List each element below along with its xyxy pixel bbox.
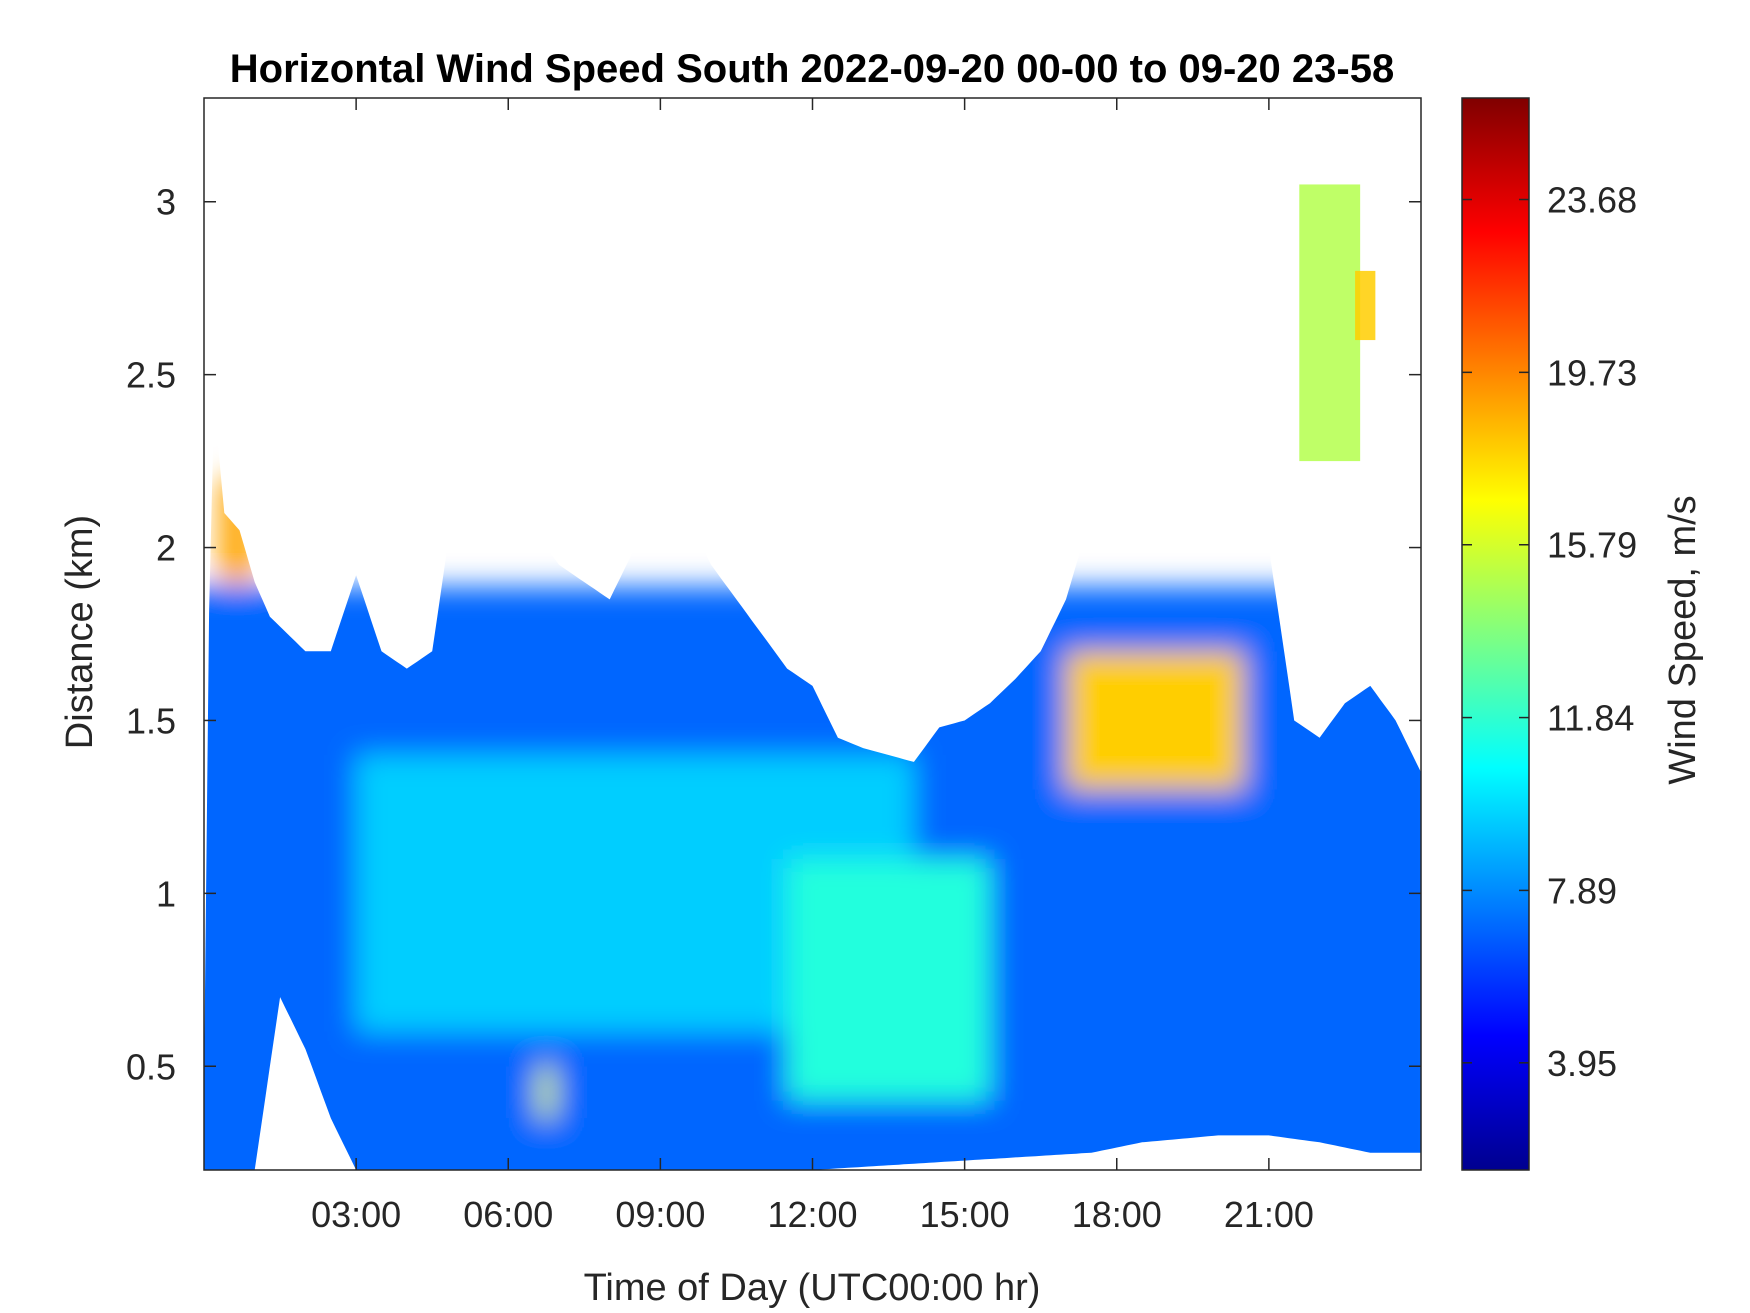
colorbar-tick-label: 15.79 — [1547, 525, 1637, 566]
colorbar: 3.95 7.89 11.84 15.79 19.73 23.68 — [1461, 97, 1637, 1171]
y-axis-label: Distance (km) — [59, 515, 101, 749]
x-tick-label: 06:00 — [463, 1194, 553, 1235]
colorbar-tick-label: 11.84 — [1547, 698, 1634, 739]
x-tick-label: 21:00 — [1224, 1194, 1314, 1235]
y-tick-label: 3 — [156, 182, 176, 223]
colorbar-tick-label: 7.89 — [1547, 870, 1617, 911]
colorbar-label: Wind Speed, m/s — [1662, 495, 1704, 784]
y-tick-label: 0.5 — [126, 1046, 176, 1087]
speed-region — [538, 1066, 554, 1119]
colorbar-tick-label: 3.95 — [1547, 1043, 1617, 1084]
y-tick-label: 2 — [156, 528, 176, 569]
speed-region — [1066, 651, 1244, 790]
upper-patch — [1299, 184, 1361, 462]
x-tick-label: 18:00 — [1072, 1194, 1162, 1235]
plot-area: 03:00 06:00 09:00 12:00 15:00 18:00 21:00 0.5 1… — [126, 97, 1422, 1235]
y-axis: 0.5 1 1.5 2 2.5 3 — [126, 182, 1421, 1087]
colorbar-tick-label: 23.68 — [1547, 180, 1637, 221]
upper-patch — [1355, 270, 1376, 341]
x-tick-label: 15:00 — [920, 1194, 1010, 1235]
colorbar-ticks: 3.95 7.89 11.84 15.79 19.73 23.68 — [1462, 180, 1637, 1084]
x-tick-label: 03:00 — [311, 1194, 401, 1235]
colorbar-gradient — [1461, 97, 1530, 1171]
x-tick-label: 12:00 — [767, 1194, 857, 1235]
speed-region — [787, 858, 990, 1101]
y-tick-label: 2.5 — [126, 355, 176, 396]
y-tick-label: 1 — [156, 873, 176, 914]
x-axis-label: Time of Day (UTC00:00 hr) — [584, 1267, 1041, 1309]
colorbar-tick-label: 19.73 — [1547, 352, 1637, 393]
y-tick-label: 1.5 — [126, 700, 176, 741]
x-tick-label: 09:00 — [615, 1194, 705, 1235]
x-axis: 03:00 06:00 09:00 12:00 15:00 18:00 21:00 — [311, 98, 1314, 1235]
chart-title: Horizontal Wind Speed South 2022-09-20 0… — [230, 47, 1394, 91]
